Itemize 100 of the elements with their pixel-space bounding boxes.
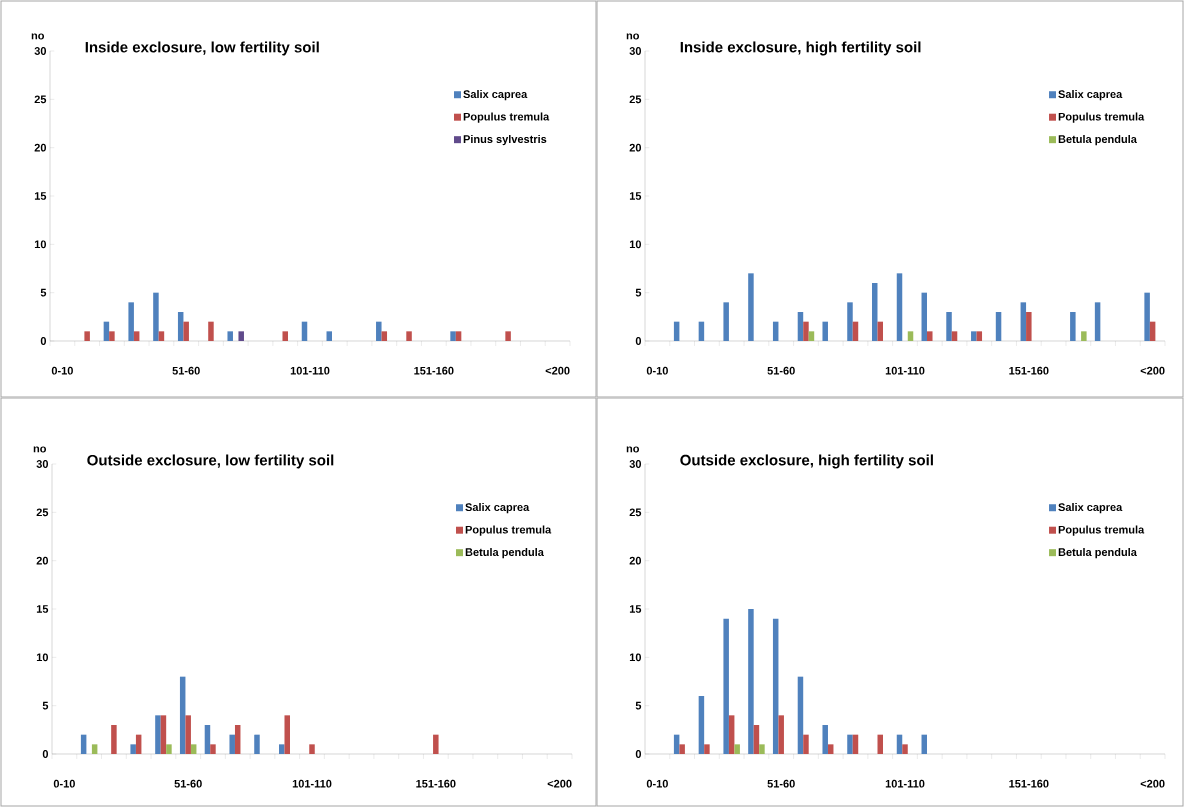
y-tick-label: 0 [635,750,642,758]
x-tick-label: <200 [545,366,570,375]
bar [190,744,197,754]
bar [748,273,754,341]
y-axis-title: no [626,446,640,453]
chart-title: Inside exclosure, high fertility soil [680,41,921,56]
bar [1094,302,1101,341]
x-tick-label: 151-160 [1009,779,1049,788]
x-tick-label: 151-160 [1009,366,1049,375]
y-tick-label: 10 [629,653,642,662]
y-tick-label: 0 [42,750,49,758]
y-tick-label: 10 [36,653,49,662]
bar [433,734,439,754]
bar [128,302,134,341]
legend-label: Salix caprea [465,503,530,514]
bar [103,321,110,341]
bar [282,331,288,341]
bar [704,744,710,754]
legend-label: Salix caprea [1058,90,1123,101]
legend-label: Populus tremula [1058,525,1145,536]
bar [179,676,186,754]
bar [155,715,161,754]
bar [254,734,260,754]
bar [797,676,804,754]
bar [852,734,859,754]
legend-label: Salix caprea [1058,503,1123,514]
y-tick-label: 25 [36,508,49,517]
y-tick-label: 20 [629,143,642,152]
y-tick-label: 5 [40,288,47,297]
legend-label: Pinus sylvestris [463,134,547,146]
bar [951,331,958,341]
bar [927,331,933,341]
bar [1081,331,1087,341]
y-tick-label: 20 [36,556,49,565]
x-tick-label: <200 [547,779,572,788]
x-tick-label: 151-160 [416,779,456,788]
bar [847,302,853,341]
x-tick-label: 151-160 [414,366,454,375]
bar [673,321,680,341]
bar [759,744,765,754]
bar [455,331,462,341]
bar [133,331,140,341]
bar [1070,312,1076,341]
bar [301,321,308,341]
bar [896,273,903,341]
bar [135,734,142,754]
x-tick-label: <200 [1140,366,1165,375]
bar [1026,312,1032,341]
bar [158,331,165,341]
bar [505,331,511,341]
bar [166,744,172,754]
x-tick-label: 51-60 [767,779,795,788]
x-tick-label: 101-110 [292,779,332,788]
bar [673,734,680,754]
x-tick-label: <200 [1140,779,1165,788]
bar [822,725,828,754]
x-tick-label: 101-110 [290,366,330,375]
chart-title: Outside exclosure, high fertility soil [680,454,933,469]
bar [238,331,244,341]
y-tick-label: 25 [629,95,642,104]
bar [822,321,828,341]
x-tick-label: 51-60 [767,366,795,375]
bar [976,331,983,341]
bar [946,312,952,341]
bar [778,715,784,754]
bar [1149,321,1156,341]
chart-title: Outside exclosure, low fertility soil [87,454,334,469]
bar [278,744,285,754]
bar [153,292,159,341]
bar [921,734,928,754]
bar [183,321,189,341]
legend-label: Salix caprea [463,90,528,101]
y-tick-label: 10 [34,240,47,249]
y-tick-label: 5 [42,701,49,710]
bar [234,725,241,754]
y-axis-title: no [33,446,47,453]
bar [772,321,779,341]
bar [160,715,167,754]
bar [1144,292,1150,341]
bar [723,618,729,754]
bar [753,725,760,754]
bar [907,331,914,341]
y-tick-label: 30 [34,47,47,55]
bar [803,321,809,341]
x-tick-label: 101-110 [885,366,925,375]
bar [109,331,115,341]
bar [450,331,456,341]
bar [210,744,216,754]
bar [921,292,928,341]
legend-label: Betula pendula [1058,547,1137,559]
bar [723,302,729,341]
bar [204,725,211,754]
y-tick-label: 30 [629,47,642,55]
bar [808,331,815,341]
bar [80,734,87,754]
y-tick-label: 15 [34,192,47,200]
bar [227,331,233,341]
y-tick-label: 25 [629,508,642,517]
bar [679,744,685,754]
x-tick-label: 0-10 [646,779,668,788]
